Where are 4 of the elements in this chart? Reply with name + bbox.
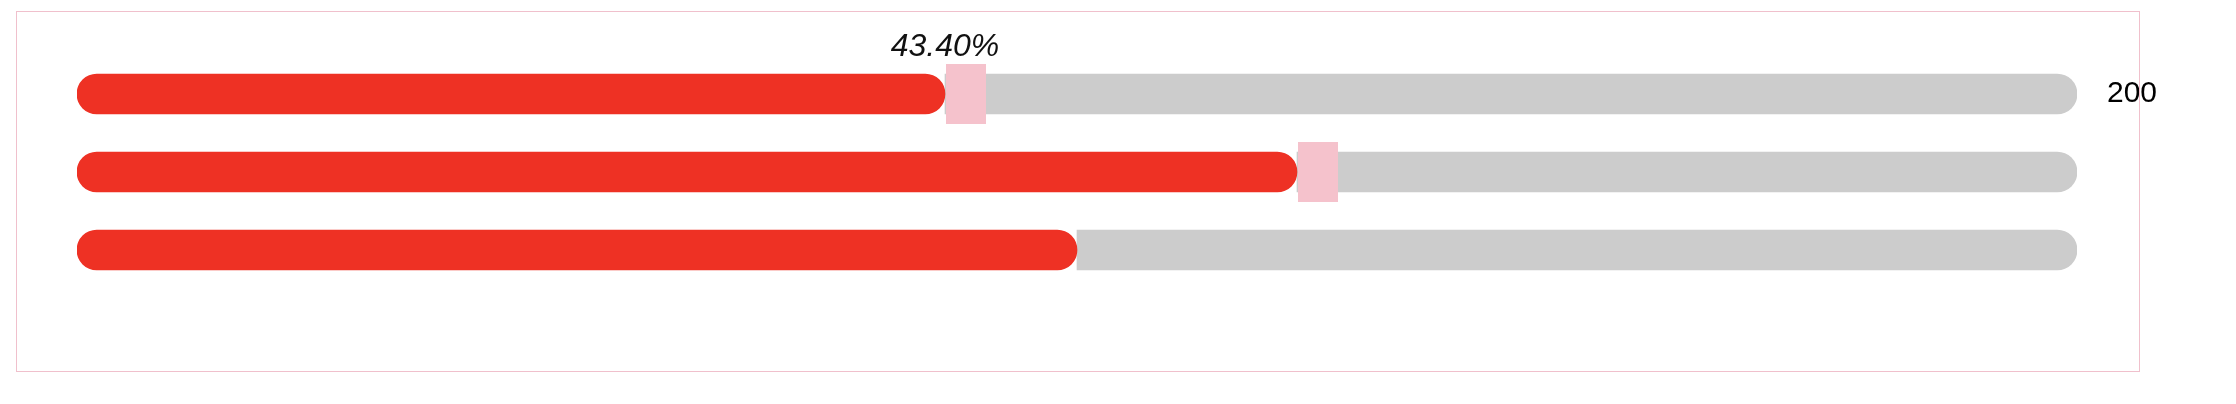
text: 200 <box>2107 75 2158 109</box>
data-label: 43.40% <box>890 26 1000 63</box>
bar <box>77 229 1078 271</box>
bar <box>1076 229 2077 271</box>
